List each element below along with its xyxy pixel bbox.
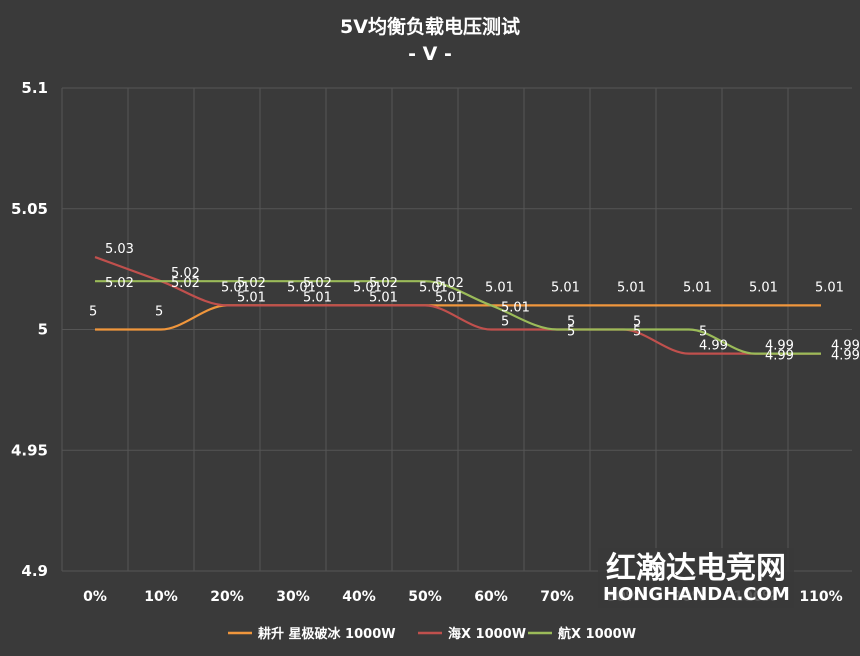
data-label: 5 (89, 305, 97, 320)
data-label: 5.01 (287, 280, 316, 295)
data-label: 5.02 (435, 276, 464, 291)
data-label: 4.99 (831, 339, 860, 354)
data-label: 5.02 (171, 276, 200, 291)
y-tick-label: 4.9 (21, 562, 48, 580)
data-label: 4.99 (765, 339, 794, 354)
data-label: 5 (633, 325, 641, 340)
watermark-en-text: HONGHANDA.COM (603, 584, 790, 605)
legend: 耕升 星极破冰 1000W 海X 1000W 航X 1000W (228, 626, 636, 642)
data-label: 5 (567, 325, 575, 340)
series-line-1 (94, 256, 821, 355)
data-label: 5 (155, 305, 163, 320)
data-label: 5 (633, 315, 641, 330)
data-label: 5.03 (105, 242, 134, 257)
data-label: 5.01 (237, 290, 266, 305)
data-label: 5 (501, 315, 509, 330)
data-labels: 5 55.01 5.01 5.01 5.01 5.01 5.01 5.01 5.01 5.01 5.… (89, 242, 860, 364)
chart-subtitle: - V - (408, 43, 452, 65)
data-label: 5.02 (105, 276, 134, 291)
chart-title: 5V均衡负载电压测试 (340, 15, 520, 38)
x-tick-label: 10% (144, 589, 178, 605)
data-label: 5.01 (353, 280, 382, 295)
data-label: 4.99 (831, 349, 860, 364)
data-label: 4.99 (765, 349, 794, 364)
data-label: 5.02 (303, 276, 332, 291)
data-label: 5 (567, 315, 575, 330)
data-label: 5.01 (749, 280, 778, 295)
data-label: 5.01 (485, 280, 514, 295)
y-tick-label: 5.1 (21, 79, 48, 97)
x-tick-label: 60% (474, 589, 508, 605)
grid (61, 87, 852, 572)
data-label: 5.01 (419, 280, 448, 295)
data-label: 5.01 (815, 280, 844, 295)
legend-label-2: 航X 1000W (558, 626, 636, 642)
data-label: 5.01 (369, 290, 398, 305)
data-label: 5.01 (435, 290, 464, 305)
legend-label-1: 海X 1000W (448, 626, 526, 642)
data-label: 4.99 (699, 339, 728, 354)
data-label: 5.01 (221, 280, 250, 295)
x-tick-label: 20% (210, 589, 244, 605)
x-tick-label: 50% (408, 589, 442, 605)
watermark-cn-text: 红瀚达电竞网 (606, 551, 786, 586)
x-tick-label: 0% (83, 589, 107, 605)
data-label: 5 (699, 325, 707, 340)
x-tick-label: 70% (540, 589, 574, 605)
data-label: 5.02 (237, 276, 266, 291)
data-label: 5.02 (171, 266, 200, 281)
x-tick-label: 110% (799, 589, 842, 605)
data-label: 5.01 (501, 300, 530, 315)
watermark-backdrop (598, 548, 794, 608)
x-tick-label: 40% (342, 589, 376, 605)
legend-label-0: 耕升 星极破冰 1000W (258, 626, 396, 642)
y-tick-label: 5.05 (11, 200, 48, 218)
y-axis-ticks: 5.1 5.05 5 4.95 4.9 (11, 79, 48, 580)
watermark: 红瀚达电竞网 HONGHANDA.COM (598, 548, 794, 608)
x-tick-label: 30% (276, 589, 310, 605)
data-label: 5.01 (303, 290, 332, 305)
series-lines (94, 256, 821, 355)
y-tick-label: 5 (38, 321, 48, 339)
series-line-2 (95, 280, 821, 355)
data-label: 5.02 (369, 276, 398, 291)
data-label: 5.01 (683, 280, 712, 295)
y-tick-label: 4.95 (11, 441, 48, 459)
data-label: 5.01 (551, 280, 580, 295)
data-label: 5.01 (617, 280, 646, 295)
